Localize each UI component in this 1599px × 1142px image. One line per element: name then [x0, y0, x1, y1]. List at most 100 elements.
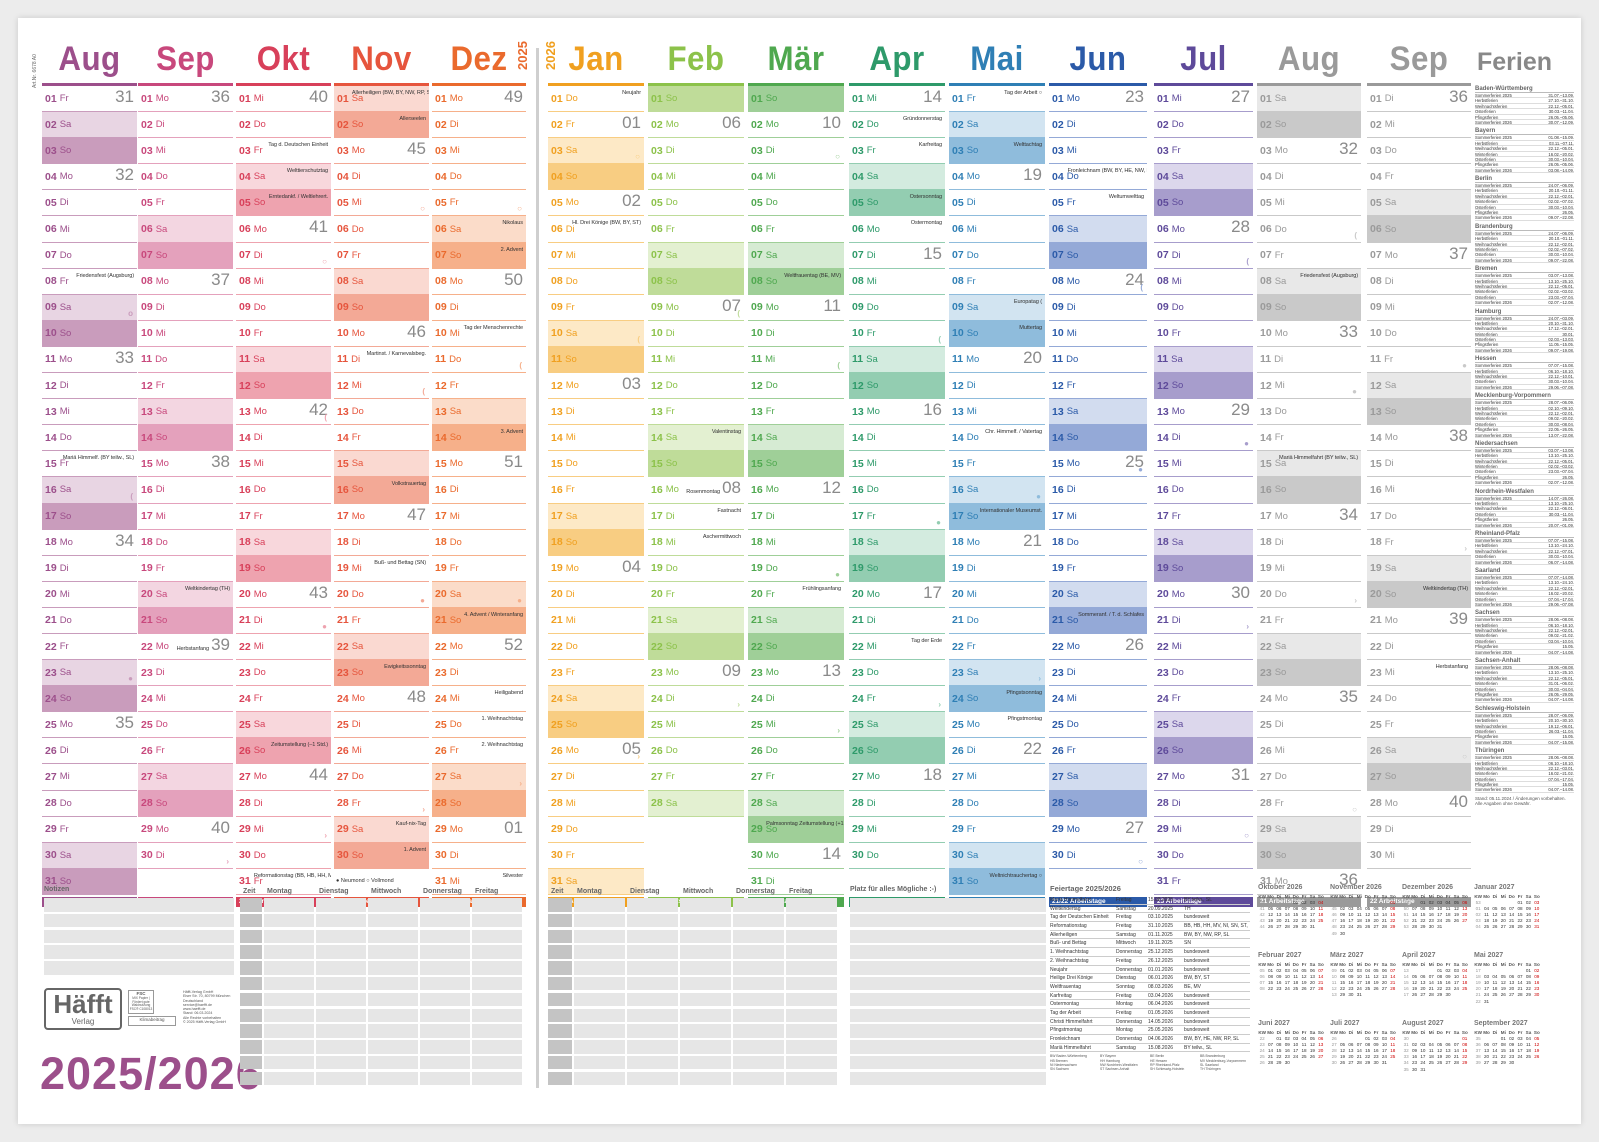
day-cell[interactable]: 01 Mo 23	[1049, 86, 1147, 113]
lesson-slot[interactable]	[786, 976, 837, 991]
day-cell[interactable]: 20 Mo 30	[1154, 582, 1253, 608]
time-slot[interactable]	[548, 1008, 572, 1023]
day-cell[interactable]: 24 So Pfingstsonntag	[949, 686, 1045, 713]
lesson-slot[interactable]	[627, 992, 678, 1007]
lesson-slot[interactable]	[368, 1071, 418, 1086]
lesson-slot[interactable]	[627, 1040, 678, 1054]
day-cell[interactable]: 15 Do	[548, 451, 644, 478]
lesson-slot[interactable]	[786, 1024, 837, 1038]
day-cell[interactable]: 08 Mo 37	[138, 269, 233, 295]
day-cell[interactable]: 10 Di	[748, 321, 844, 347]
day-cell[interactable]: 20 Mo 17	[849, 582, 945, 608]
lesson-slot[interactable]	[680, 992, 731, 1007]
day-cell[interactable]: 25 Mi	[648, 712, 744, 739]
day-cell[interactable]: 09 Sa o	[42, 294, 137, 321]
lesson-slot[interactable]	[316, 1040, 366, 1054]
day-cell[interactable]: 09 Fr	[548, 295, 644, 321]
day-cell[interactable]: 24 Di	[748, 686, 844, 713]
day-cell[interactable]: 13 Fr	[648, 399, 744, 426]
day-cell[interactable]: 27 Sa	[138, 764, 233, 791]
day-cell[interactable]: 01 Sa Allerheiligen (BW, BY, NW, RP, SL)	[334, 86, 429, 113]
day-cell[interactable]: 30 Sa	[42, 842, 137, 869]
day-cell[interactable]: 07 So 2. Advent	[432, 242, 526, 269]
day-cell[interactable]: 17 Mi	[138, 504, 233, 530]
lesson-slot[interactable]	[264, 1040, 314, 1054]
day-cell[interactable]: 20 Mi	[42, 582, 137, 608]
day-cell[interactable]: 12 Do	[748, 373, 844, 400]
day-cell[interactable]: 30 So	[1257, 842, 1361, 869]
lesson-slot[interactable]	[472, 945, 522, 959]
day-cell[interactable]: 07 Di ○	[236, 243, 331, 269]
lesson-slot[interactable]	[420, 913, 470, 928]
day-cell[interactable]: 03 Do	[1367, 138, 1471, 165]
day-cell[interactable]: 06 Mo Ostermontag	[849, 216, 945, 243]
time-slot[interactable]	[240, 929, 262, 944]
day-cell[interactable]: 26 Mo 05 ›	[548, 738, 644, 765]
write-line[interactable]	[850, 1040, 1046, 1054]
day-cell[interactable]: 03 Fr Tag d. Deutschen Einheit	[236, 138, 331, 165]
lesson-slot[interactable]	[368, 898, 418, 912]
write-line[interactable]	[850, 1024, 1046, 1038]
day-cell[interactable]: 21 Fr	[1257, 608, 1361, 634]
day-cell[interactable]: 06 Fr	[748, 216, 844, 243]
day-cell[interactable]: 17 Di	[748, 504, 844, 530]
day-cell[interactable]: 13 Mo 16	[849, 399, 945, 426]
day-cell[interactable]: 01 Fr 31	[42, 86, 137, 113]
day-cell[interactable]: 29 Mo 01	[432, 817, 526, 843]
day-cell[interactable]: 29 Mo 40	[138, 817, 233, 843]
day-cell[interactable]: 29 Di	[1367, 817, 1471, 843]
day-cell[interactable]: 05 Mi ○	[334, 190, 429, 217]
lesson-slot[interactable]	[733, 898, 784, 912]
day-cell[interactable]: 01 Fr Tag der Arbeit ○	[949, 86, 1045, 113]
day-cell[interactable]: 11 Do	[1049, 347, 1147, 374]
day-cell[interactable]: 28 Do	[42, 791, 137, 817]
day-cell[interactable]: 22 Sa	[1257, 633, 1361, 661]
day-cell[interactable]: 12 So	[849, 373, 945, 400]
day-cell[interactable]: 03 Fr	[1154, 138, 1253, 165]
day-cell[interactable]: 09 So	[334, 294, 429, 321]
lesson-slot[interactable]	[786, 961, 837, 975]
day-cell[interactable]: 28 Sa	[748, 790, 844, 817]
day-cell[interactable]: 27 Mo 31	[1154, 764, 1253, 791]
day-cell[interactable]: 01 Mi 27	[1154, 86, 1253, 113]
write-line[interactable]	[44, 913, 234, 928]
day-cell[interactable]: 07 So ○	[138, 242, 233, 269]
day-cell[interactable]: 25 Do	[138, 712, 233, 739]
lesson-slot[interactable]	[316, 961, 366, 975]
lesson-slot[interactable]	[316, 1071, 366, 1086]
lesson-slot[interactable]	[574, 898, 625, 912]
write-line[interactable]	[44, 929, 234, 944]
lesson-slot[interactable]	[264, 898, 314, 912]
day-cell[interactable]: 09 Mo 11	[748, 295, 844, 321]
day-cell[interactable]: 21 Di ›	[1154, 608, 1253, 634]
day-cell[interactable]: 24 Fr	[1154, 686, 1253, 713]
day-cell[interactable]: 03 Mo 32	[1257, 138, 1361, 165]
day-cell[interactable]: 22 Mi	[236, 634, 331, 661]
day-cell[interactable]: 02 Do Gründonnerstag	[849, 112, 945, 139]
day-cell[interactable]: 02 Do	[236, 112, 331, 139]
day-cell[interactable]: 08 Mi	[1154, 269, 1253, 295]
day-cell[interactable]: 08 Mi	[236, 269, 331, 295]
day-cell[interactable]: 16 Mi	[1367, 477, 1471, 504]
lesson-slot[interactable]	[264, 1024, 314, 1038]
day-cell[interactable]: 03 Sa ○	[548, 138, 644, 165]
day-cell[interactable]: 16 Sa ●	[949, 477, 1045, 504]
day-cell[interactable]: 14 Do Chr. Himmelf. / Vatertag	[949, 425, 1045, 452]
day-cell[interactable]: 21 So 4. Advent / Winteranfang	[432, 607, 526, 634]
day-cell[interactable]: 21 So ●	[138, 607, 233, 634]
day-cell[interactable]: 02 Di	[432, 112, 526, 139]
day-cell[interactable]: 04 So	[548, 164, 644, 191]
time-slot[interactable]	[240, 1071, 262, 1086]
lesson-slot[interactable]	[680, 945, 731, 959]
day-cell[interactable]: 22 Fr	[42, 634, 137, 661]
lesson-slot[interactable]	[420, 1024, 470, 1038]
day-cell[interactable]: 01 Mi 40	[236, 86, 331, 113]
day-cell[interactable]: 18 Fr ›	[1367, 530, 1471, 556]
day-cell[interactable]: 24 Mi	[1049, 686, 1147, 713]
day-cell[interactable]: 28 Di	[236, 791, 331, 817]
day-cell[interactable]: 28 Fr ○	[1257, 791, 1361, 817]
day-cell[interactable]: 12 So	[1154, 373, 1253, 400]
day-cell[interactable]: 22 Mo 52	[432, 634, 526, 661]
